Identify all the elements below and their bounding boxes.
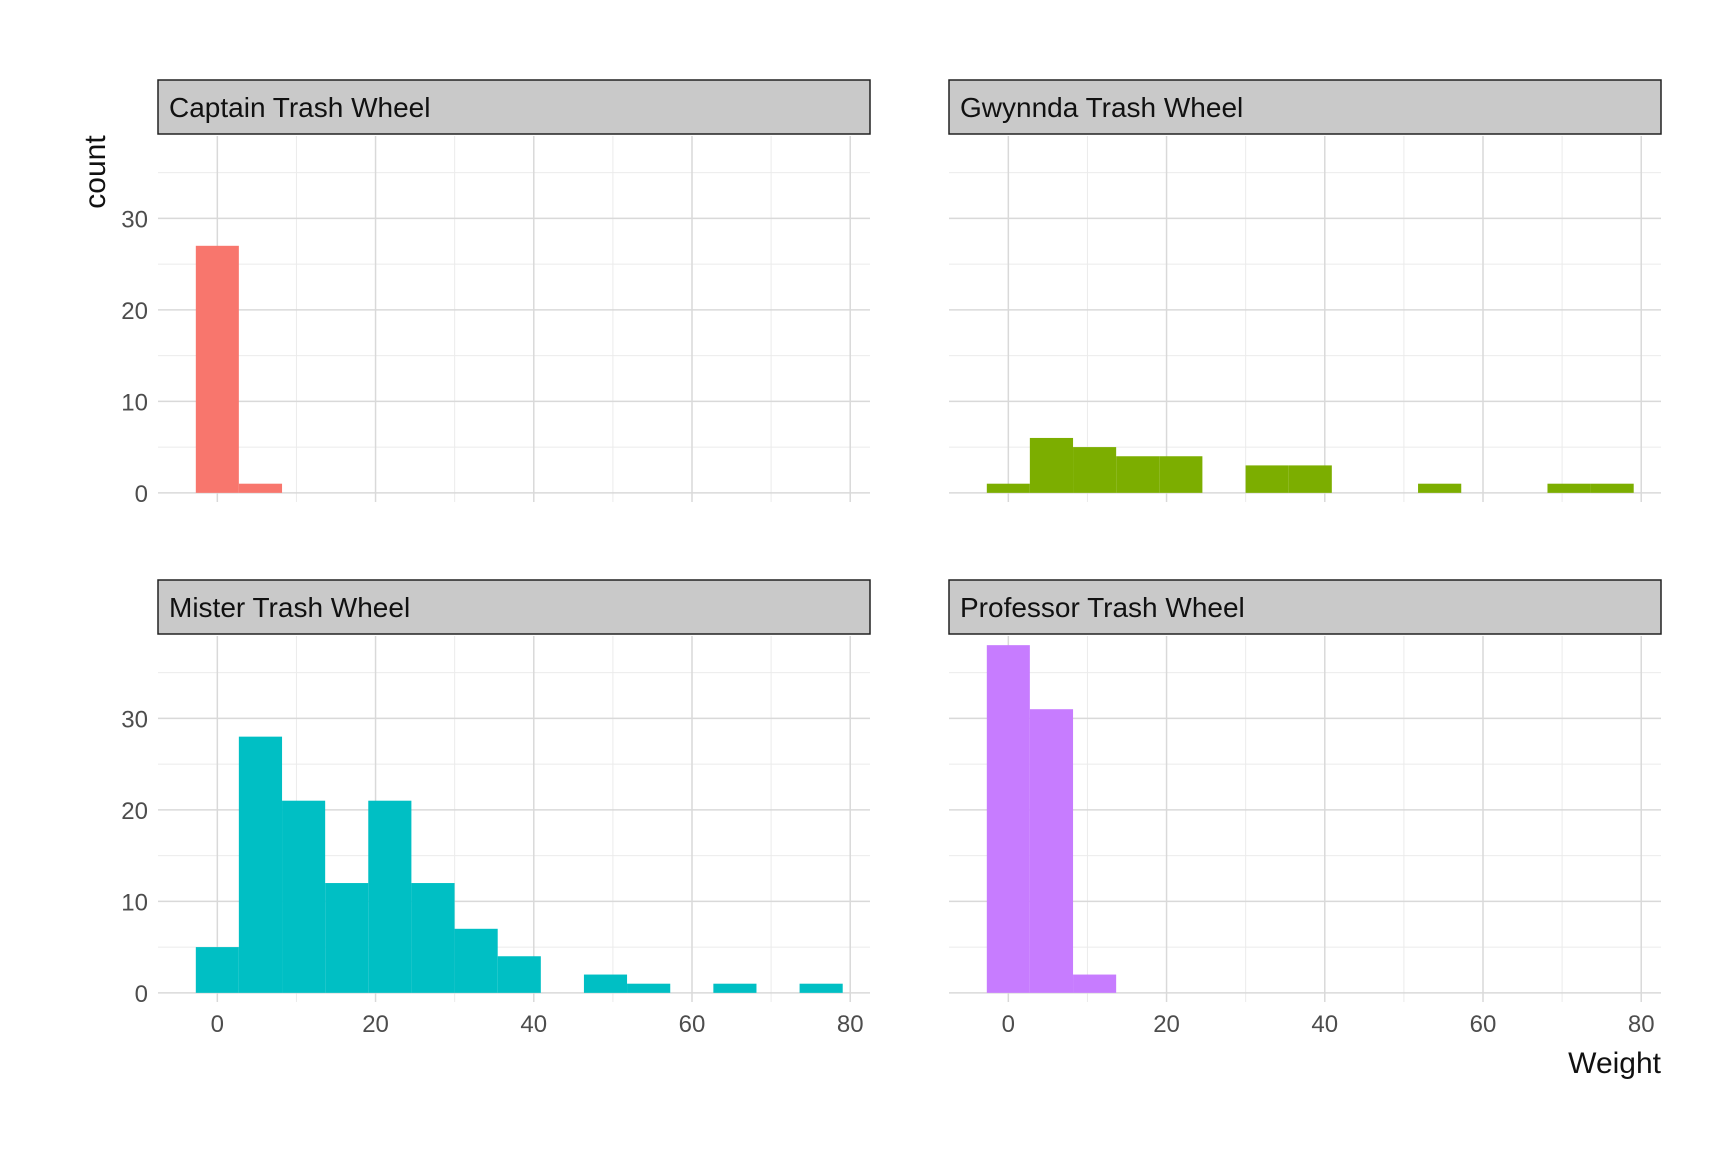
facet-strip-label: Professor Trash Wheel	[960, 592, 1245, 623]
x-tick-label: 80	[837, 1011, 864, 1038]
histogram-bar	[411, 883, 455, 993]
x-tick-label: 20	[1153, 1011, 1180, 1038]
facet-panels: Captain Trash Wheel 0 10 20 30 Gwynnda Trash …	[121, 79, 1662, 1038]
y-axis-title: count	[79, 135, 112, 209]
x-tick-label: 80	[1628, 1011, 1655, 1038]
y-tick-label: 30	[121, 206, 148, 233]
histogram-bar	[282, 800, 326, 993]
x-tick-label: 60	[679, 1011, 706, 1038]
y-tick-label: 10	[121, 889, 148, 916]
histogram-bar	[986, 645, 1030, 993]
histogram-bar	[368, 800, 412, 993]
facet-strip: Professor Trash Wheel	[948, 579, 1662, 635]
y-tick-label: 20	[121, 798, 148, 825]
histogram-bar	[1418, 483, 1462, 493]
histogram-bar	[1590, 483, 1634, 493]
bars	[986, 437, 1634, 493]
histogram-bar	[713, 983, 757, 993]
facet-strip-label: Captain Trash Wheel	[169, 92, 430, 123]
histogram-bar	[986, 483, 1030, 493]
bars	[195, 736, 843, 993]
histogram-bar	[1029, 437, 1074, 493]
x-tick-label: 60	[1470, 1011, 1497, 1038]
histogram-bar	[195, 245, 239, 493]
histogram-bar	[583, 974, 628, 993]
facet-panel: Gwynnda Trash Wheel	[948, 79, 1662, 502]
histogram-bar	[627, 983, 671, 993]
histogram-bar	[1073, 447, 1117, 493]
y-tick-label: 10	[121, 389, 148, 416]
histogram-bar	[799, 983, 843, 993]
histogram-bar	[1245, 465, 1289, 493]
y-tick-label: 20	[121, 298, 148, 325]
y-tick-label: 0	[135, 981, 148, 1008]
histogram-bar	[195, 947, 239, 993]
facet-panel: Mister Trash Wheel 0 10 20 30 0 20 40 60 80	[121, 579, 871, 1038]
x-tick-label: 0	[1002, 1011, 1015, 1038]
histogram-bar	[497, 956, 541, 993]
facet-strip: Mister Trash Wheel	[157, 579, 871, 635]
x-tick-label: 40	[1311, 1011, 1338, 1038]
histogram-bar	[238, 736, 283, 993]
x-tick-label: 20	[362, 1011, 389, 1038]
facet-strip-background	[157, 579, 871, 635]
x-tick-label: 0	[211, 1011, 224, 1038]
y-tick-label: 30	[121, 706, 148, 733]
axis-titles: count Weight	[79, 135, 1662, 1080]
facet-strip-background	[157, 79, 871, 135]
facet-strip-background	[948, 579, 1662, 635]
facet-strip: Gwynnda Trash Wheel	[948, 79, 1662, 135]
histogram-bar	[238, 483, 283, 493]
x-axis-title: Weight	[1568, 1047, 1661, 1080]
x-tick-label: 40	[520, 1011, 547, 1038]
histogram-bar	[325, 883, 369, 993]
facet-strip-label: Gwynnda Trash Wheel	[960, 92, 1243, 123]
histogram-bar	[1073, 974, 1117, 993]
histogram-bar	[1547, 483, 1591, 493]
facet-strip: Captain Trash Wheel	[157, 79, 871, 135]
y-tick-label: 0	[135, 481, 148, 508]
histogram-bar	[454, 928, 498, 993]
facet-strip-label: Mister Trash Wheel	[169, 592, 410, 623]
gridlines	[158, 136, 870, 502]
bars	[195, 245, 283, 493]
histogram-bar	[1029, 709, 1074, 993]
histogram-bar	[1288, 465, 1332, 493]
histogram-bar	[1116, 456, 1160, 493]
bars	[986, 645, 1117, 993]
histogram-bar	[1159, 456, 1203, 493]
facet-panel: Captain Trash Wheel 0 10 20 30	[121, 79, 871, 508]
facet-panel: Professor Trash Wheel 0 20 40 60 80	[948, 579, 1662, 1038]
facet-strip-background	[948, 79, 1662, 135]
